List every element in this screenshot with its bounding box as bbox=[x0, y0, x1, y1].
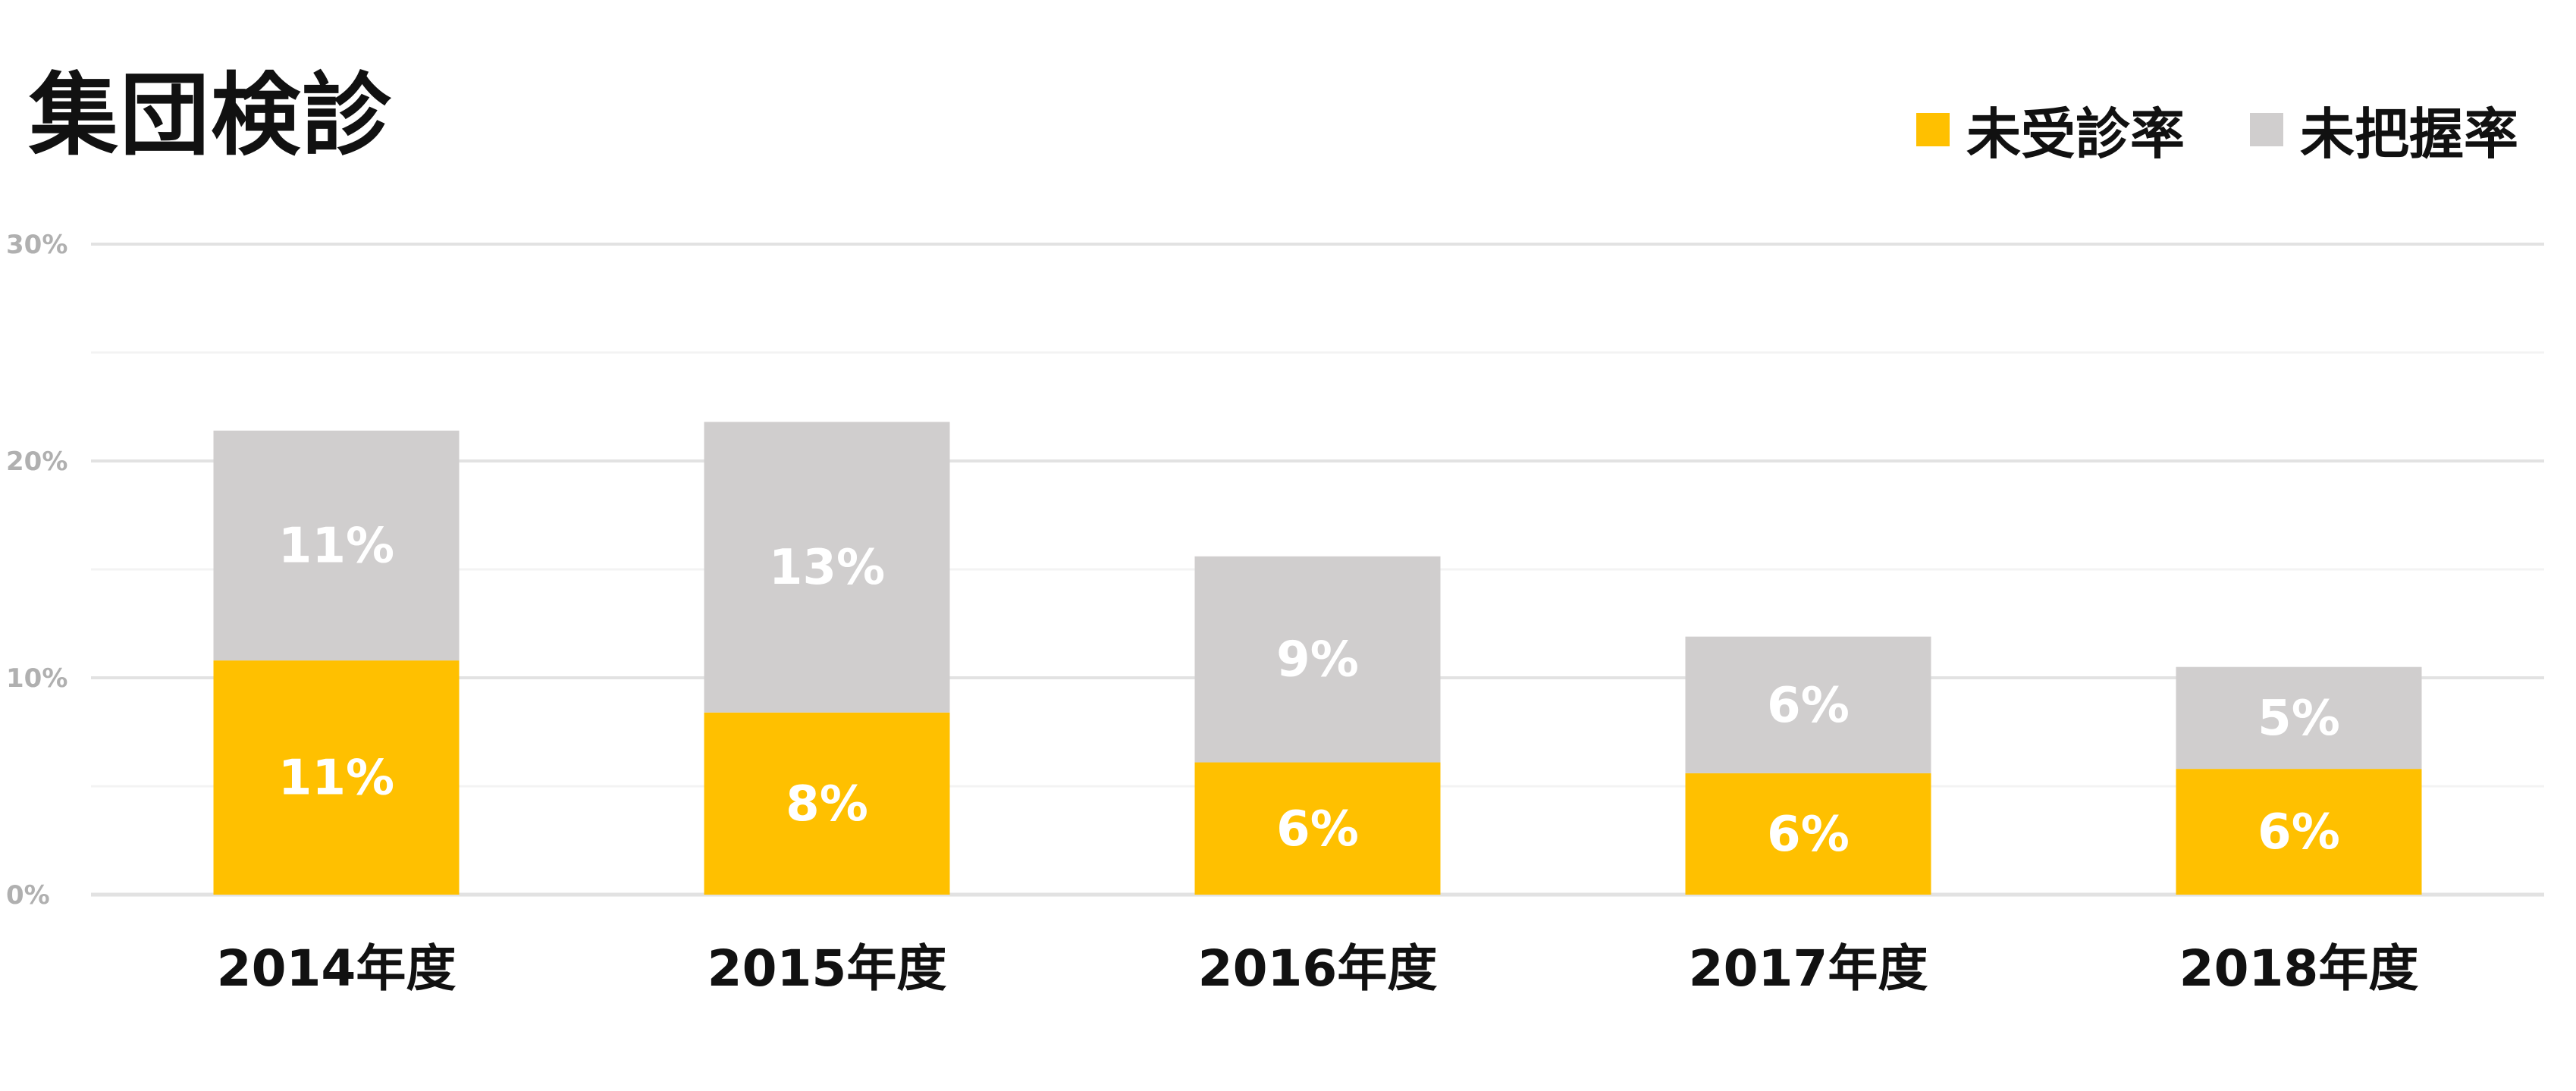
bar-segment-unknown bbox=[2176, 666, 2422, 770]
legend-swatch-unknown bbox=[2249, 112, 2283, 146]
data-label: 5% bbox=[2258, 691, 2340, 747]
data-label: 11% bbox=[278, 519, 394, 575]
bar-segment-unexamined bbox=[704, 712, 950, 895]
x-category-label: 2014年度 bbox=[217, 939, 457, 998]
bar-segment-unknown bbox=[1194, 556, 1441, 763]
x-category-label: 2017年度 bbox=[1689, 939, 1928, 998]
bar-segment-unknown bbox=[704, 422, 950, 713]
data-label: 6% bbox=[2258, 804, 2340, 861]
x-category-label: 2018年度 bbox=[2179, 939, 2419, 998]
legend-label-unknown: 未把握率 bbox=[2299, 102, 2518, 166]
bar-segment-unknown bbox=[1685, 636, 1931, 773]
data-label: 6% bbox=[1276, 801, 1359, 857]
bar-segment-unknown bbox=[213, 430, 460, 661]
data-label: 9% bbox=[1276, 632, 1359, 688]
data-label: 13% bbox=[769, 540, 885, 596]
legend-swatch-unexamined bbox=[1916, 112, 1950, 146]
legend-item-unknown: 未把握率 bbox=[2249, 89, 2518, 169]
legend-label-unexamined: 未受診率 bbox=[1966, 102, 2185, 166]
y-tick-label: 30% bbox=[6, 230, 67, 260]
x-category-label: 2016年度 bbox=[1198, 939, 1438, 998]
y-tick-label: 10% bbox=[6, 663, 67, 694]
legend: 未受診率 未把握率 bbox=[1851, 89, 2518, 169]
legend-item-unexamined: 未受診率 bbox=[1916, 89, 2185, 169]
bar-segment-unexamined bbox=[1685, 773, 1931, 895]
data-label: 11% bbox=[278, 751, 394, 807]
data-label: 8% bbox=[786, 776, 868, 832]
data-label: 6% bbox=[1767, 678, 1850, 734]
chart-title: 集団検診 bbox=[29, 63, 394, 168]
y-tick-label: 0% bbox=[6, 880, 50, 911]
x-category-label: 2015年度 bbox=[708, 939, 947, 998]
bar-segment-unexamined bbox=[2176, 769, 2422, 895]
bar-segment-unexamined bbox=[213, 660, 460, 895]
bar-segment-unexamined bbox=[1194, 762, 1441, 895]
data-label: 6% bbox=[1767, 807, 1850, 863]
y-tick-label: 20% bbox=[6, 447, 67, 477]
